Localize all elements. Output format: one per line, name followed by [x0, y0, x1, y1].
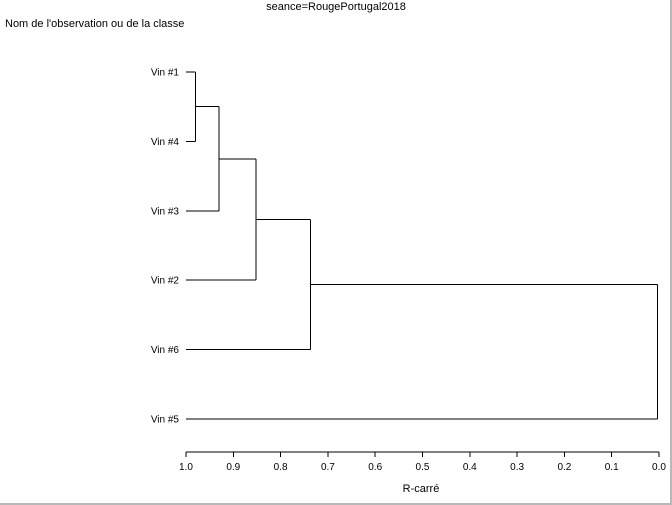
leaf-label: Vin #1: [151, 68, 180, 79]
y-axis-label: Nom de l'observation ou de la classe: [5, 18, 185, 30]
leaf-label: Vin #3: [151, 206, 180, 217]
leaf-label: Vin #6: [151, 345, 180, 356]
x-tick-label: 0.9: [226, 462, 240, 473]
x-tick-label: 0.1: [605, 462, 619, 473]
leaf-label: Vin #4: [151, 137, 180, 148]
leaf-label: Vin #2: [151, 276, 180, 287]
x-tick-label: 0.6: [368, 462, 382, 473]
x-tick-label: 0.7: [321, 462, 335, 473]
x-tick-label: 0.8: [274, 462, 288, 473]
x-tick-label: 0.0: [652, 462, 666, 473]
x-tick-label: 0.4: [463, 462, 477, 473]
x-axis-label: R-carré: [402, 483, 440, 495]
x-tick-label: 0.2: [557, 462, 571, 473]
chart-title: seance=RougePortugal2018: [266, 1, 406, 13]
x-tick-label: 0.3: [510, 462, 524, 473]
x-tick-label: 1.0: [179, 462, 193, 473]
x-tick-label: 0.5: [416, 462, 430, 473]
leaf-label: Vin #5: [151, 415, 180, 426]
